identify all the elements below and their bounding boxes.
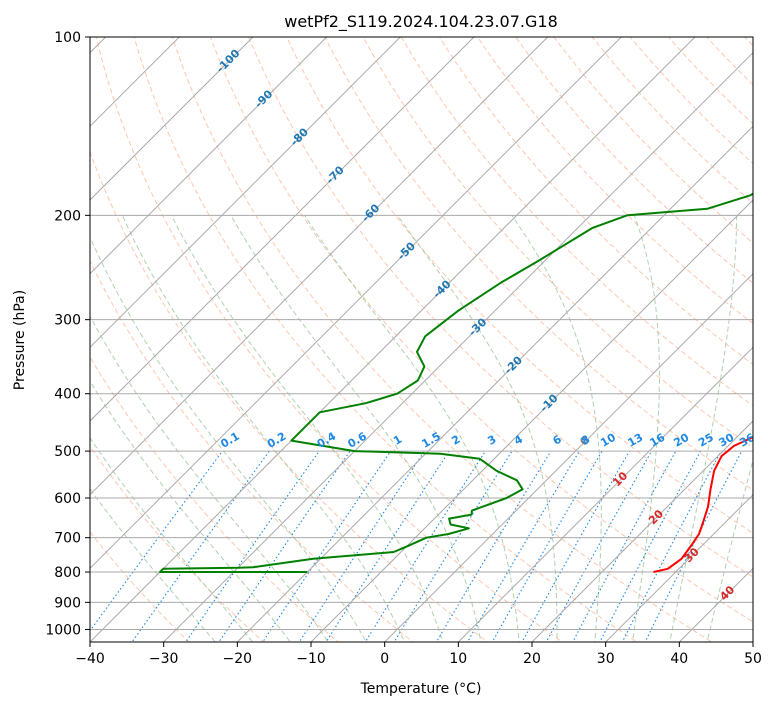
y-tick-label: 900 xyxy=(54,595,81,611)
x-tick-label: −20 xyxy=(223,651,253,667)
x-tick-label: 0 xyxy=(380,651,389,667)
y-tick-label: 700 xyxy=(54,531,81,547)
x-tick-label: 50 xyxy=(744,651,762,667)
chart-title: wetPf2_S119.2024.104.23.07.G18 xyxy=(284,12,558,32)
x-tick-label: −10 xyxy=(296,651,326,667)
y-tick-label: 200 xyxy=(54,208,81,224)
y-tick-label: 600 xyxy=(54,491,81,507)
y-tick-label: 100 xyxy=(54,30,81,46)
y-tick-label: 1000 xyxy=(45,622,81,638)
x-tick-label: 20 xyxy=(523,651,541,667)
x-tick-label: 40 xyxy=(670,651,688,667)
y-tick-label: 500 xyxy=(54,444,81,460)
y-tick-label: 800 xyxy=(54,565,81,581)
x-tick-label: −30 xyxy=(149,651,179,667)
x-tick-label: 10 xyxy=(449,651,467,667)
y-tick-label: 400 xyxy=(54,387,81,403)
y-axis-label: Pressure (hPa) xyxy=(12,290,28,390)
y-tick-label: 300 xyxy=(54,313,81,329)
x-axis-label: Temperature (°C) xyxy=(360,681,482,697)
x-tick-label: 30 xyxy=(597,651,615,667)
x-tick-label: −40 xyxy=(75,651,105,667)
